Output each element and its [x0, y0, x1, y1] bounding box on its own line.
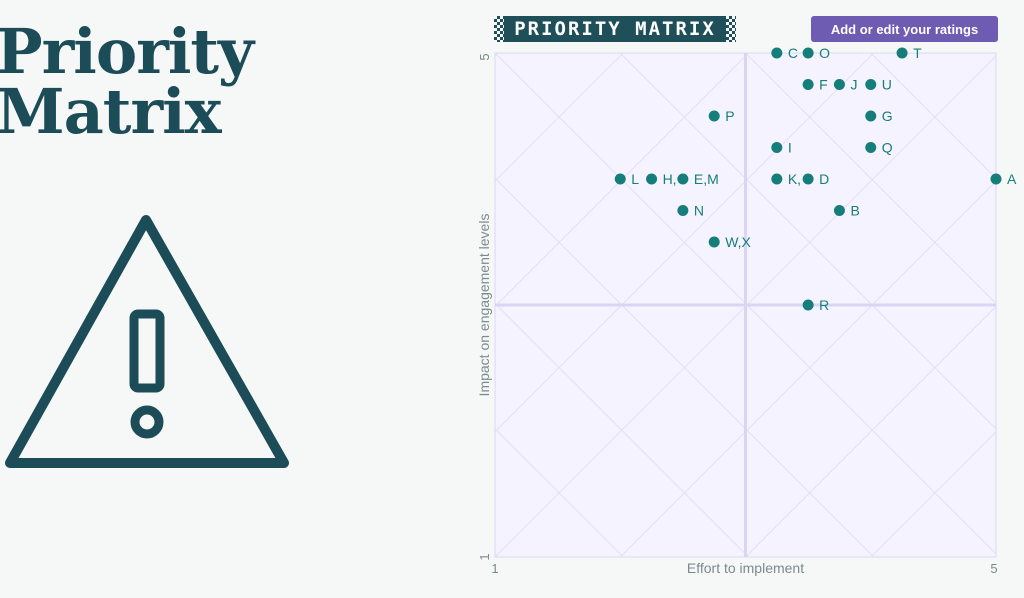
page-title-text: Priority Matrix: [0, 15, 254, 148]
edit-ratings-button[interactable]: Add or edit your ratings: [811, 16, 998, 42]
point-label: Q: [882, 140, 893, 156]
point-label: E,M: [694, 171, 719, 187]
grid-diagonal: [0, 53, 122, 557]
data-point[interactable]: [865, 142, 877, 153]
grid-diagonal: [0, 53, 122, 557]
y-tick-label: 1: [477, 553, 492, 560]
grid-diagonal: [745, 305, 996, 557]
data-point[interactable]: [896, 47, 908, 59]
data-point[interactable]: [802, 47, 814, 59]
data-point[interactable]: [614, 173, 626, 185]
grid-diagonal: [745, 53, 996, 305]
grid-diagonal: [0, 53, 373, 557]
data-point[interactable]: [708, 236, 720, 248]
grid-diagonal: [495, 428, 624, 557]
point-label: N: [694, 203, 704, 219]
y-tick-label: 5: [477, 53, 492, 60]
data-point[interactable]: [833, 79, 845, 90]
data-point[interactable]: [677, 205, 689, 216]
point-label: L: [631, 171, 639, 187]
data-point[interactable]: [771, 142, 783, 153]
x-tick-label: 5: [990, 561, 997, 576]
data-point[interactable]: [771, 47, 783, 59]
point-label: J: [850, 77, 857, 93]
grid-diagonal: [870, 53, 996, 179]
data-point[interactable]: [990, 173, 1002, 185]
data-point[interactable]: [865, 110, 877, 122]
y-axis-label: Impact on engagement levels: [476, 214, 492, 397]
warning-triangle-svg: [5, 215, 289, 468]
grid-diagonal: [0, 53, 248, 557]
data-point[interactable]: [771, 173, 783, 185]
grid-diagonal: [495, 53, 624, 182]
grid-diagonal: [495, 53, 499, 57]
grid-diagonal: [995, 53, 996, 54]
data-point[interactable]: [646, 173, 658, 185]
point-label: T: [913, 45, 922, 61]
warning-triangle-icon: [4, 210, 294, 479]
point-label: O: [819, 45, 830, 61]
point-label: I: [788, 140, 792, 156]
data-point[interactable]: [833, 205, 845, 216]
grid-diagonal: [870, 431, 996, 557]
point-label: G: [882, 108, 893, 124]
data-point[interactable]: [802, 173, 814, 185]
point-label: H,: [663, 171, 677, 187]
data-point[interactable]: [677, 173, 689, 185]
point-label: F: [819, 77, 828, 93]
point-label: R: [819, 297, 829, 313]
grid-diagonal: [0, 53, 248, 557]
point-label: P: [725, 108, 734, 124]
point-label: B: [850, 203, 859, 219]
data-point[interactable]: [708, 110, 720, 122]
grid-diagonal: [0, 53, 373, 557]
brand-banner: PRIORITY MATRIX: [494, 16, 736, 42]
point-label: K,: [788, 171, 801, 187]
brand-label: PRIORITY MATRIX: [514, 18, 716, 40]
grid-diagonal: [995, 556, 996, 557]
point-label: A: [1007, 171, 1017, 187]
grid-diagonal: [495, 553, 499, 557]
point-label: C: [788, 45, 798, 61]
data-point[interactable]: [865, 79, 877, 90]
point-label: W,X: [725, 234, 751, 250]
page-title: Priority Matrix: [0, 21, 254, 143]
x-axis-label: Effort to implement: [687, 560, 804, 576]
data-point[interactable]: [802, 79, 814, 90]
x-tick-label: 1: [491, 561, 498, 576]
data-point[interactable]: [802, 299, 814, 311]
point-label: U: [882, 77, 892, 93]
point-label: D: [819, 171, 829, 187]
